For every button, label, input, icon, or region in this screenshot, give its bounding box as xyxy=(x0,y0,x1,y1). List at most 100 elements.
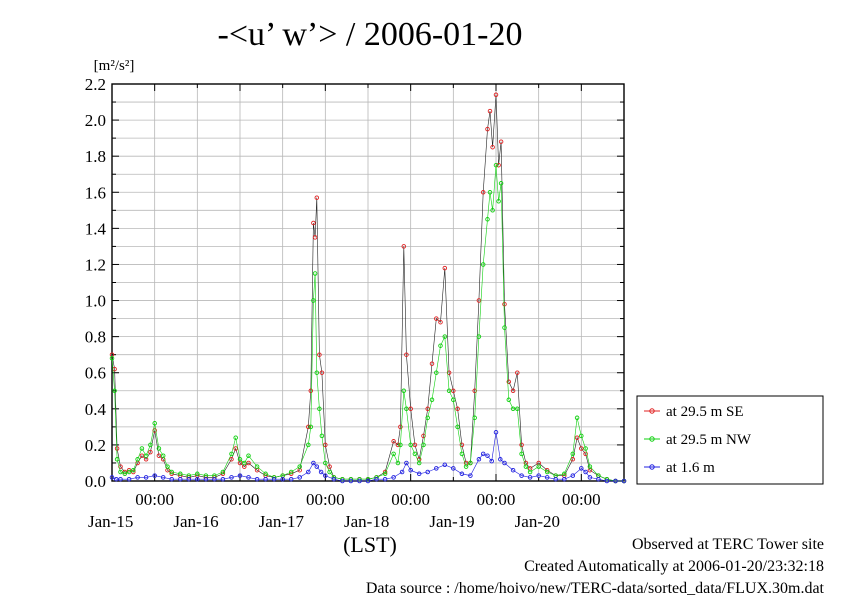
x-axis-label: (LST) xyxy=(343,532,397,557)
x-tick-date: Jan-19 xyxy=(429,512,474,531)
x-tick-time: 00:00 xyxy=(306,490,345,509)
data-point xyxy=(480,190,486,195)
data-point xyxy=(114,457,120,462)
data-point xyxy=(398,442,403,448)
x-tick-date: Jan-18 xyxy=(344,512,389,531)
data-point xyxy=(579,433,584,439)
data-point xyxy=(246,475,251,480)
data-point xyxy=(229,475,234,480)
data-point xyxy=(425,415,430,421)
data-point xyxy=(254,476,260,482)
data-point xyxy=(621,478,627,484)
data-point xyxy=(570,473,576,478)
data-point xyxy=(480,262,486,267)
chart-title: -<u’ w’> / 2006-01-20 xyxy=(218,16,523,53)
data-point xyxy=(237,473,243,478)
data-point xyxy=(317,352,322,357)
data-point xyxy=(404,406,409,412)
data-point xyxy=(169,469,174,475)
data-point xyxy=(502,460,507,466)
data-point xyxy=(314,195,320,200)
data-point xyxy=(118,464,123,469)
data-point xyxy=(152,428,157,433)
data-point xyxy=(438,343,443,348)
data-point xyxy=(412,451,418,457)
x-tick-labels: 00:00Jan-1500:00Jan-1600:00Jan-1700:00Ja… xyxy=(88,490,601,531)
data-point xyxy=(288,469,294,475)
data-point xyxy=(288,476,294,482)
data-point xyxy=(451,466,456,471)
data-point xyxy=(498,457,503,462)
data-point xyxy=(297,464,302,469)
legend-label: at 29.5 m NW xyxy=(666,432,752,448)
data-point xyxy=(178,471,183,477)
data-point xyxy=(490,208,495,213)
data-point xyxy=(429,397,435,403)
data-point xyxy=(425,406,430,412)
data-point xyxy=(203,476,209,482)
series-line xyxy=(111,432,624,482)
x-tick-date: Jan-16 xyxy=(173,512,218,531)
data-point xyxy=(246,460,251,466)
data-point xyxy=(311,220,316,226)
data-point xyxy=(109,475,115,480)
y-tick-label: 0.6 xyxy=(85,364,106,383)
data-point xyxy=(135,457,140,462)
data-point xyxy=(536,473,541,478)
x-tick-date: Jan-15 xyxy=(88,512,133,531)
data-point xyxy=(442,265,448,271)
data-point xyxy=(510,388,516,394)
data-point xyxy=(233,435,238,440)
data-point xyxy=(416,460,422,466)
data-point xyxy=(446,370,452,375)
data-point xyxy=(489,458,494,464)
data-point xyxy=(544,475,550,480)
data-point xyxy=(459,451,465,457)
data-point xyxy=(442,334,448,339)
data-point xyxy=(348,478,354,484)
data-point xyxy=(463,464,469,469)
data-point xyxy=(425,469,430,475)
data-point xyxy=(496,162,501,168)
x-tick-time: 00:00 xyxy=(221,490,260,509)
data-point xyxy=(468,473,473,478)
y-tick-label: 2.0 xyxy=(85,111,106,130)
data-point xyxy=(519,442,524,448)
data-point xyxy=(139,446,145,451)
data-point xyxy=(242,460,247,466)
data-point xyxy=(434,316,439,321)
data-point xyxy=(122,471,128,477)
data-point xyxy=(404,460,409,466)
data-point xyxy=(412,442,418,448)
data-point xyxy=(160,475,166,480)
data-point xyxy=(498,139,504,144)
data-point xyxy=(382,471,388,477)
y-axis-unit: [m²/s²] xyxy=(94,58,135,74)
data-point xyxy=(246,453,251,458)
data-point xyxy=(114,446,120,451)
footer-observed: Observed at TERC Tower site xyxy=(631,536,824,553)
series-group xyxy=(109,92,627,484)
data-point xyxy=(583,446,588,451)
data-point xyxy=(398,424,403,430)
data-point xyxy=(451,397,456,403)
data-point xyxy=(404,352,409,357)
data-point xyxy=(357,478,362,484)
data-point xyxy=(442,462,448,468)
data-point xyxy=(416,471,422,477)
data-point xyxy=(212,476,217,482)
y-tick-labels: 0.0 0.2 0.4 0.6 0.8 1.0 1.2 1.4 1.6 1.8 2.0 2.2 xyxy=(85,75,107,491)
data-point xyxy=(487,108,493,114)
data-point xyxy=(510,406,516,412)
data-point xyxy=(498,181,504,186)
data-point xyxy=(476,298,482,303)
data-point xyxy=(314,370,320,375)
data-point xyxy=(391,439,396,444)
data-point xyxy=(118,469,123,475)
data-point xyxy=(156,453,162,458)
data-point xyxy=(160,453,166,458)
data-point xyxy=(135,475,140,480)
data-point xyxy=(485,217,490,222)
data-point xyxy=(583,469,588,475)
data-point xyxy=(562,471,567,477)
